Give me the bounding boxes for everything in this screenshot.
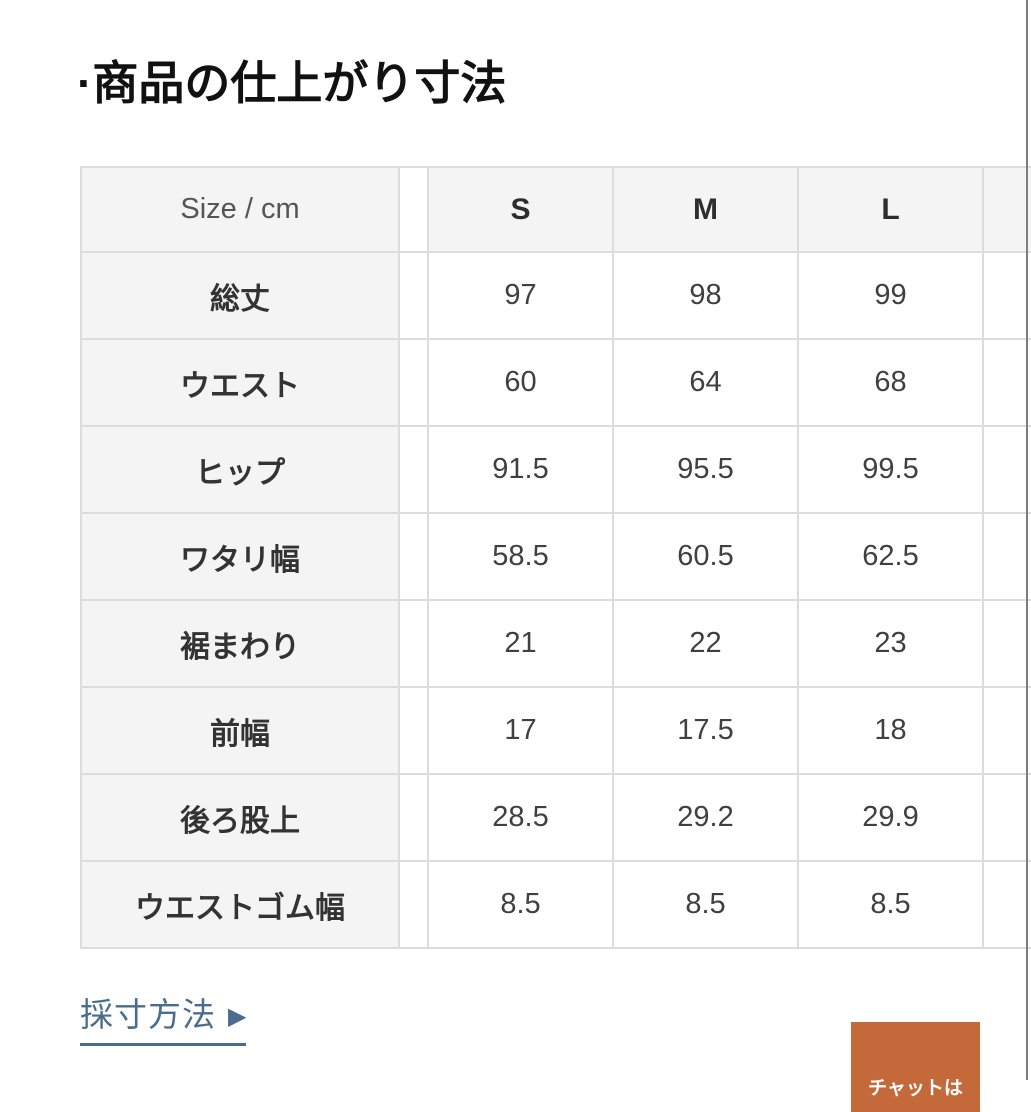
- table-row: ヒップ 91.5 95.5 99.5: [80, 425, 1031, 514]
- measurement-label: ウエストゴム幅: [80, 860, 400, 949]
- clipped-cell: [982, 860, 1031, 949]
- spacer-cell: [398, 773, 429, 862]
- size-value-s: 58.5: [427, 512, 614, 601]
- table-row: 総丈 97 98 99: [80, 251, 1031, 340]
- measure-method-link[interactable]: 採寸方法 ▶: [80, 988, 247, 1046]
- size-value-s: 21: [427, 599, 614, 688]
- size-value-s: 97: [427, 251, 614, 340]
- size-value-m: 29.2: [612, 773, 799, 862]
- table-row: 裾まわり 21 22 23: [80, 599, 1031, 688]
- measurement-label: 総丈: [80, 251, 400, 340]
- arrow-right-icon: ▶: [228, 1003, 247, 1030]
- table-header-row: Size / cm S M L: [80, 166, 1031, 253]
- spacer-cell: [398, 512, 429, 601]
- size-value-l: 68: [797, 338, 984, 427]
- table-row: 前幅 17 17.5 18: [80, 686, 1031, 775]
- size-value-l: 23: [797, 599, 984, 688]
- clipped-cell: [982, 773, 1031, 862]
- size-value-l: 62.5: [797, 512, 984, 601]
- clipped-cell: [982, 599, 1031, 688]
- size-value-m: 8.5: [612, 860, 799, 949]
- clipped-cell: [982, 425, 1031, 514]
- size-value-s: 28.5: [427, 773, 614, 862]
- size-column-header-m: M: [612, 166, 799, 253]
- size-column-header-l: L: [797, 166, 984, 253]
- size-column-header-clipped: [982, 166, 1031, 253]
- size-value-l: 8.5: [797, 860, 984, 949]
- measure-method-label: 採寸方法: [80, 996, 216, 1033]
- table-row: ワタリ幅 58.5 60.5 62.5: [80, 512, 1031, 601]
- spacer-cell: [398, 425, 429, 514]
- clipped-cell: [982, 512, 1031, 601]
- size-column-header-s: S: [427, 166, 614, 253]
- size-value-m: 22: [612, 599, 799, 688]
- chat-button[interactable]: チャットは: [851, 1022, 980, 1112]
- size-value-l: 99: [797, 251, 984, 340]
- spacer-cell: [398, 686, 429, 775]
- size-value-s: 91.5: [427, 425, 614, 514]
- size-value-m: 98: [612, 251, 799, 340]
- window-edge-line: [1026, 0, 1028, 1080]
- measurement-label: ヒップ: [80, 425, 400, 514]
- size-value-l: 18: [797, 686, 984, 775]
- spacer-cell: [398, 338, 429, 427]
- spacer-cell: [398, 599, 429, 688]
- measurement-label: ウエスト: [80, 338, 400, 427]
- table-row: ウエスト 60 64 68: [80, 338, 1031, 427]
- size-value-m: 60.5: [612, 512, 799, 601]
- measurement-label: ワタリ幅: [80, 512, 400, 601]
- measurement-label: 前幅: [80, 686, 400, 775]
- spacer-cell: [398, 860, 429, 949]
- measurement-label: 裾まわり: [80, 599, 400, 688]
- clipped-cell: [982, 251, 1031, 340]
- spacer-cell: [398, 251, 429, 340]
- clipped-cell: [982, 686, 1031, 775]
- chat-button-label: チャットは: [868, 1078, 963, 1099]
- size-unit-header: Size / cm: [80, 166, 400, 253]
- size-value-m: 95.5: [612, 425, 799, 514]
- clipped-cell: [982, 338, 1031, 427]
- table-row: ウエストゴム幅 8.5 8.5 8.5: [80, 860, 1031, 949]
- size-table-container: Size / cm S M L 総丈 97 98 99 ウエスト 60 6: [80, 166, 1031, 949]
- size-value-l: 99.5: [797, 425, 984, 514]
- size-value-m: 17.5: [612, 686, 799, 775]
- table-row: 後ろ股上 28.5 29.2 29.9: [80, 773, 1031, 862]
- size-value-l: 29.9: [797, 773, 984, 862]
- measurement-label: 後ろ股上: [80, 773, 400, 862]
- size-value-s: 60: [427, 338, 614, 427]
- page-title: ·商品の仕上がり寸法: [77, 56, 507, 109]
- size-value-s: 8.5: [427, 860, 614, 949]
- size-value-m: 64: [612, 338, 799, 427]
- size-value-s: 17: [427, 686, 614, 775]
- size-table: Size / cm S M L 総丈 97 98 99 ウエスト 60 6: [80, 166, 1031, 949]
- spacer-column-header: [398, 166, 429, 253]
